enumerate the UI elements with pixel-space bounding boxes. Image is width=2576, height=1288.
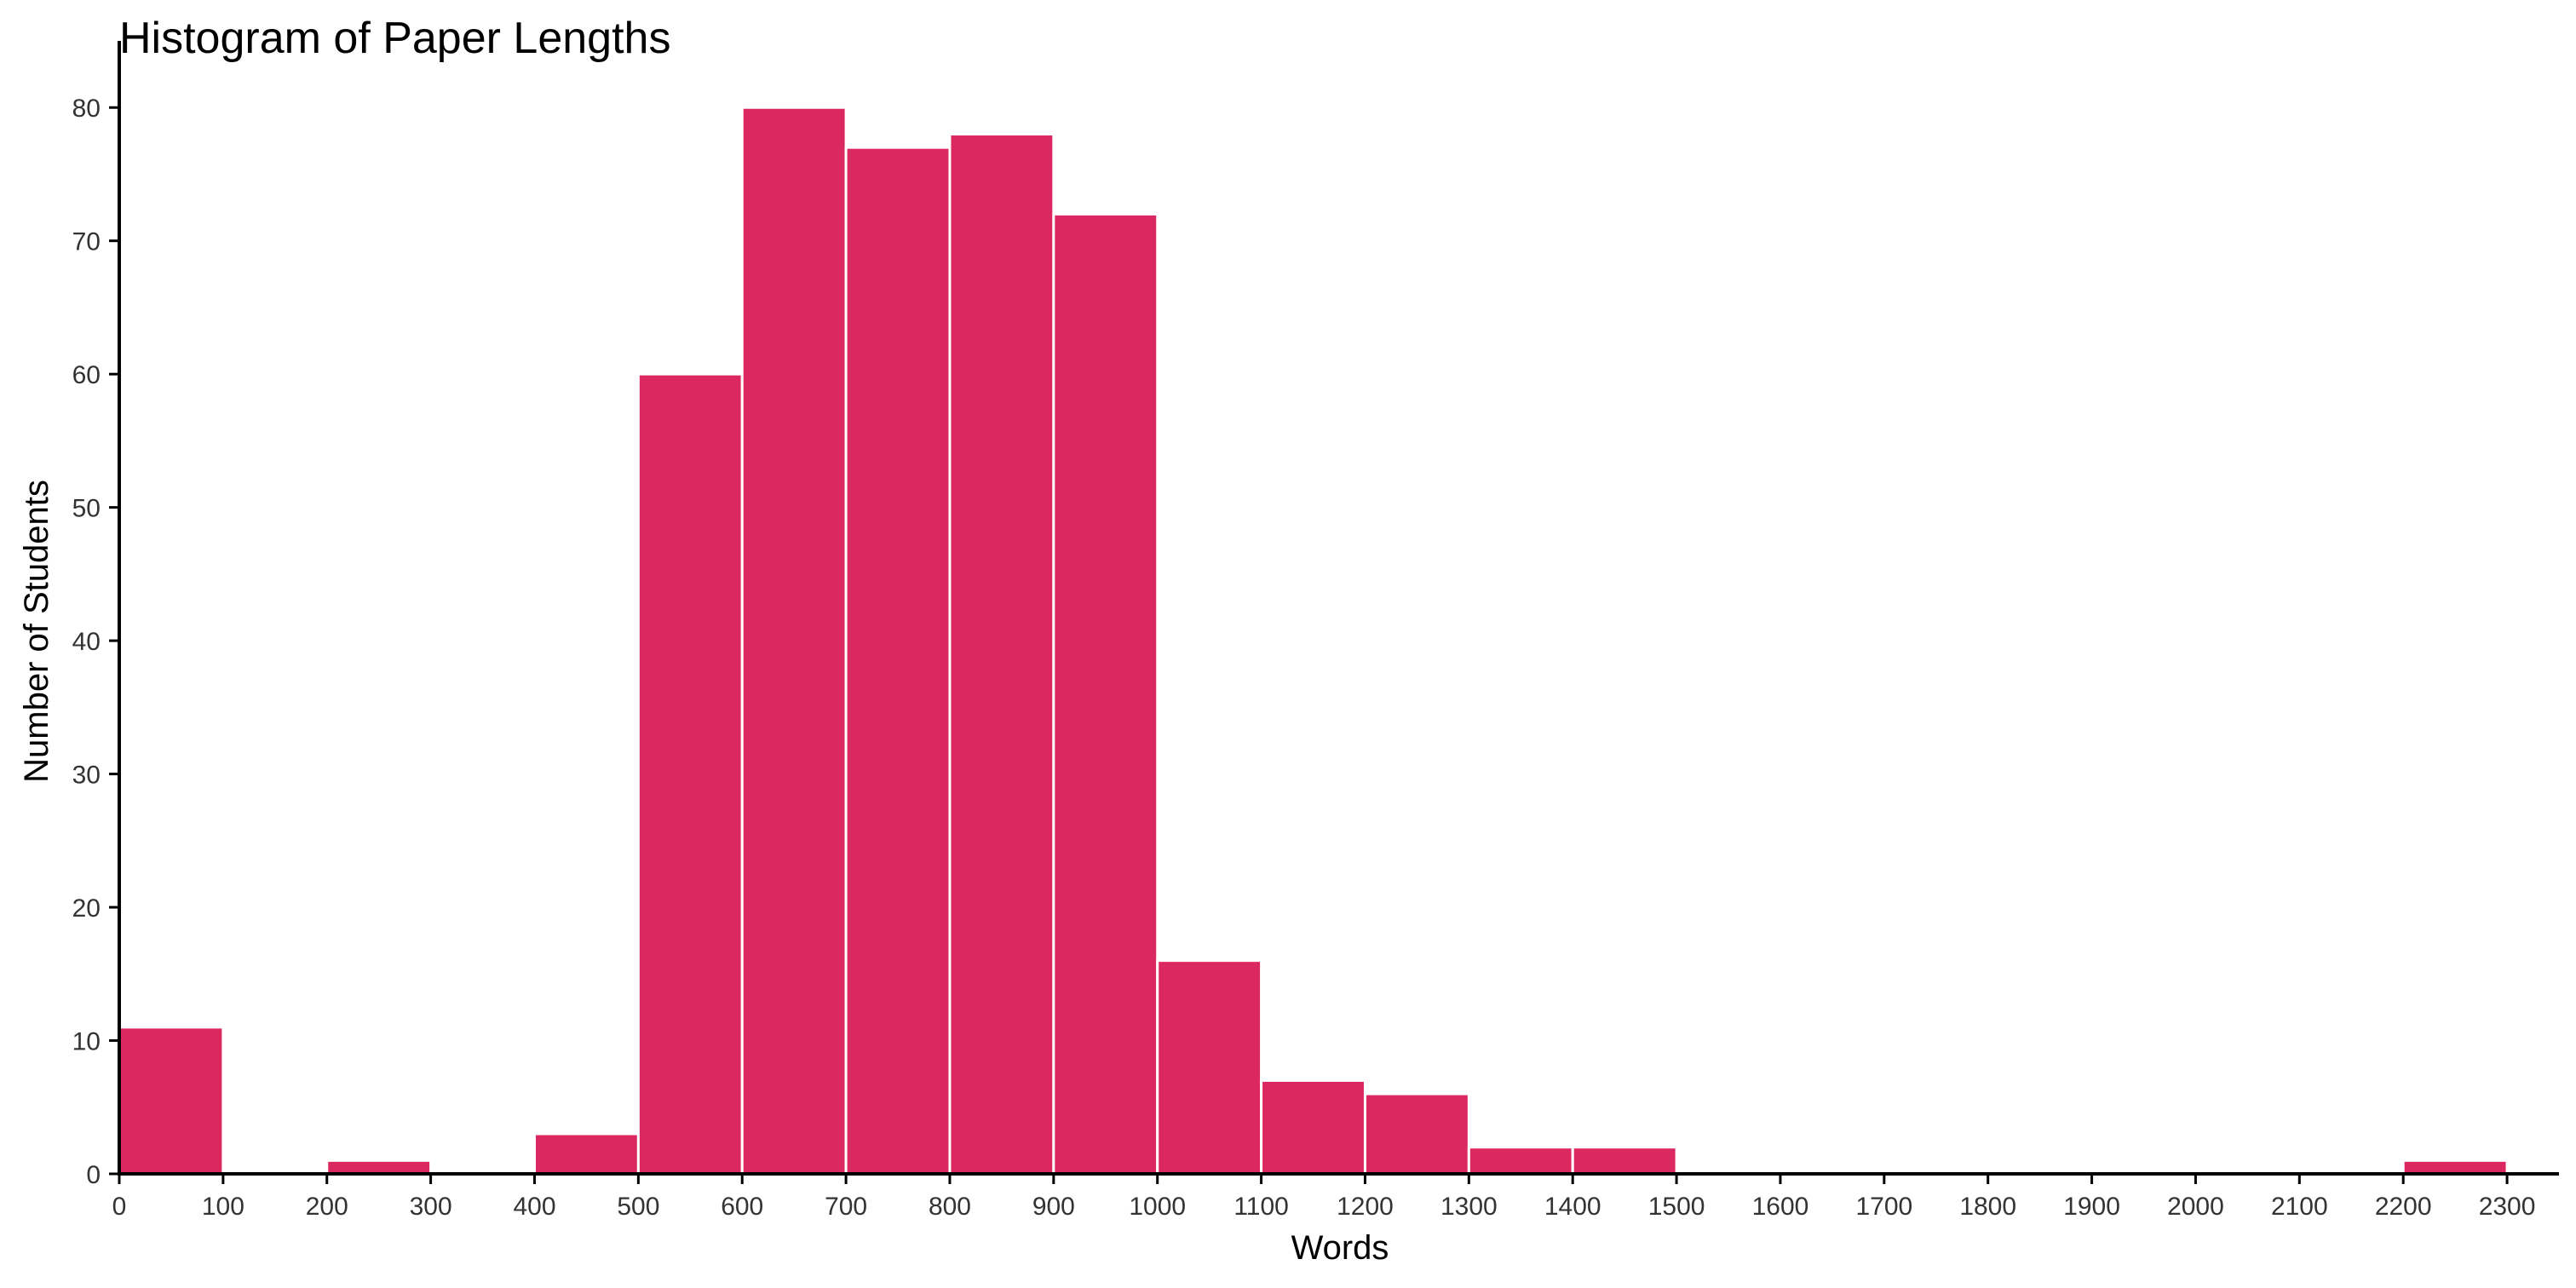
x-tick-label: 1300 bbox=[1440, 1193, 1498, 1221]
x-tick-label: 2200 bbox=[2375, 1193, 2432, 1221]
y-axis-title: Number of Students bbox=[18, 480, 55, 783]
x-tick-label: 800 bbox=[929, 1193, 971, 1221]
histogram-bar-1200-1300 bbox=[1363, 1092, 1470, 1176]
histogram-bar-1000-1100 bbox=[1156, 959, 1263, 1176]
x-tick-label: 2000 bbox=[2167, 1193, 2224, 1221]
histogram-bar-700-800 bbox=[844, 146, 952, 1176]
x-tick-label: 600 bbox=[721, 1193, 763, 1221]
x-tick-label: 400 bbox=[513, 1193, 555, 1221]
y-tick-label: 80 bbox=[72, 95, 101, 123]
x-tick-label: 200 bbox=[306, 1193, 348, 1221]
histogram-bar-1400-1500 bbox=[1571, 1146, 1678, 1176]
x-tick-label: 100 bbox=[202, 1193, 244, 1221]
x-tick-label: 1200 bbox=[1337, 1193, 1394, 1221]
x-tick-label: 500 bbox=[617, 1193, 659, 1221]
histogram-bar-600-700 bbox=[740, 106, 848, 1176]
bars-layer bbox=[118, 106, 2509, 1176]
y-tick-label: 0 bbox=[86, 1161, 101, 1189]
histogram-bar-0-100 bbox=[118, 1026, 225, 1176]
x-tick-label: 1800 bbox=[1959, 1193, 2016, 1221]
histogram-bar-200-300 bbox=[325, 1159, 433, 1176]
x-tick-label: 900 bbox=[1032, 1193, 1075, 1221]
histogram-bar-1100-1200 bbox=[1260, 1078, 1366, 1176]
y-tick-label: 10 bbox=[72, 1028, 101, 1056]
histogram-bar-400-500 bbox=[532, 1132, 640, 1176]
y-tick-label: 20 bbox=[72, 894, 101, 923]
histogram-bar-1300-1400 bbox=[1467, 1146, 1574, 1176]
x-axis-title: Words bbox=[1291, 1229, 1389, 1267]
y-tick-label: 50 bbox=[72, 495, 101, 523]
x-tick-label: 2300 bbox=[2479, 1193, 2536, 1221]
ticks-layer: 0 100 200 300 400 500 600 700 800 900 1000 1100 1200… bbox=[72, 95, 2536, 1221]
histogram-bar-2200-2300 bbox=[2401, 1159, 2509, 1176]
y-tick-label: 40 bbox=[72, 628, 101, 656]
x-tick-label: 1000 bbox=[1129, 1193, 1186, 1221]
histogram-bar-500-600 bbox=[636, 372, 744, 1176]
x-tick-label: 2100 bbox=[2271, 1193, 2328, 1221]
x-tick-label: 0 bbox=[112, 1193, 127, 1221]
histogram-bar-800-900 bbox=[948, 133, 1055, 1176]
x-tick-label: 1900 bbox=[2063, 1193, 2120, 1221]
histogram-bar-900-1000 bbox=[1052, 212, 1159, 1176]
x-tick-label: 700 bbox=[825, 1193, 867, 1221]
x-tick-label: 1500 bbox=[1648, 1193, 1705, 1221]
x-tick-label: 300 bbox=[410, 1193, 452, 1221]
x-tick-label: 1700 bbox=[1855, 1193, 1912, 1221]
y-tick-label: 60 bbox=[72, 361, 101, 389]
y-tick-label: 70 bbox=[72, 228, 101, 256]
chart-title: Histogram of Paper Lengths bbox=[119, 14, 670, 63]
x-tick-label: 1600 bbox=[1752, 1193, 1809, 1221]
x-tick-label: 1400 bbox=[1544, 1193, 1601, 1221]
y-tick-label: 30 bbox=[72, 762, 101, 790]
x-tick-label: 1100 bbox=[1233, 1193, 1289, 1221]
